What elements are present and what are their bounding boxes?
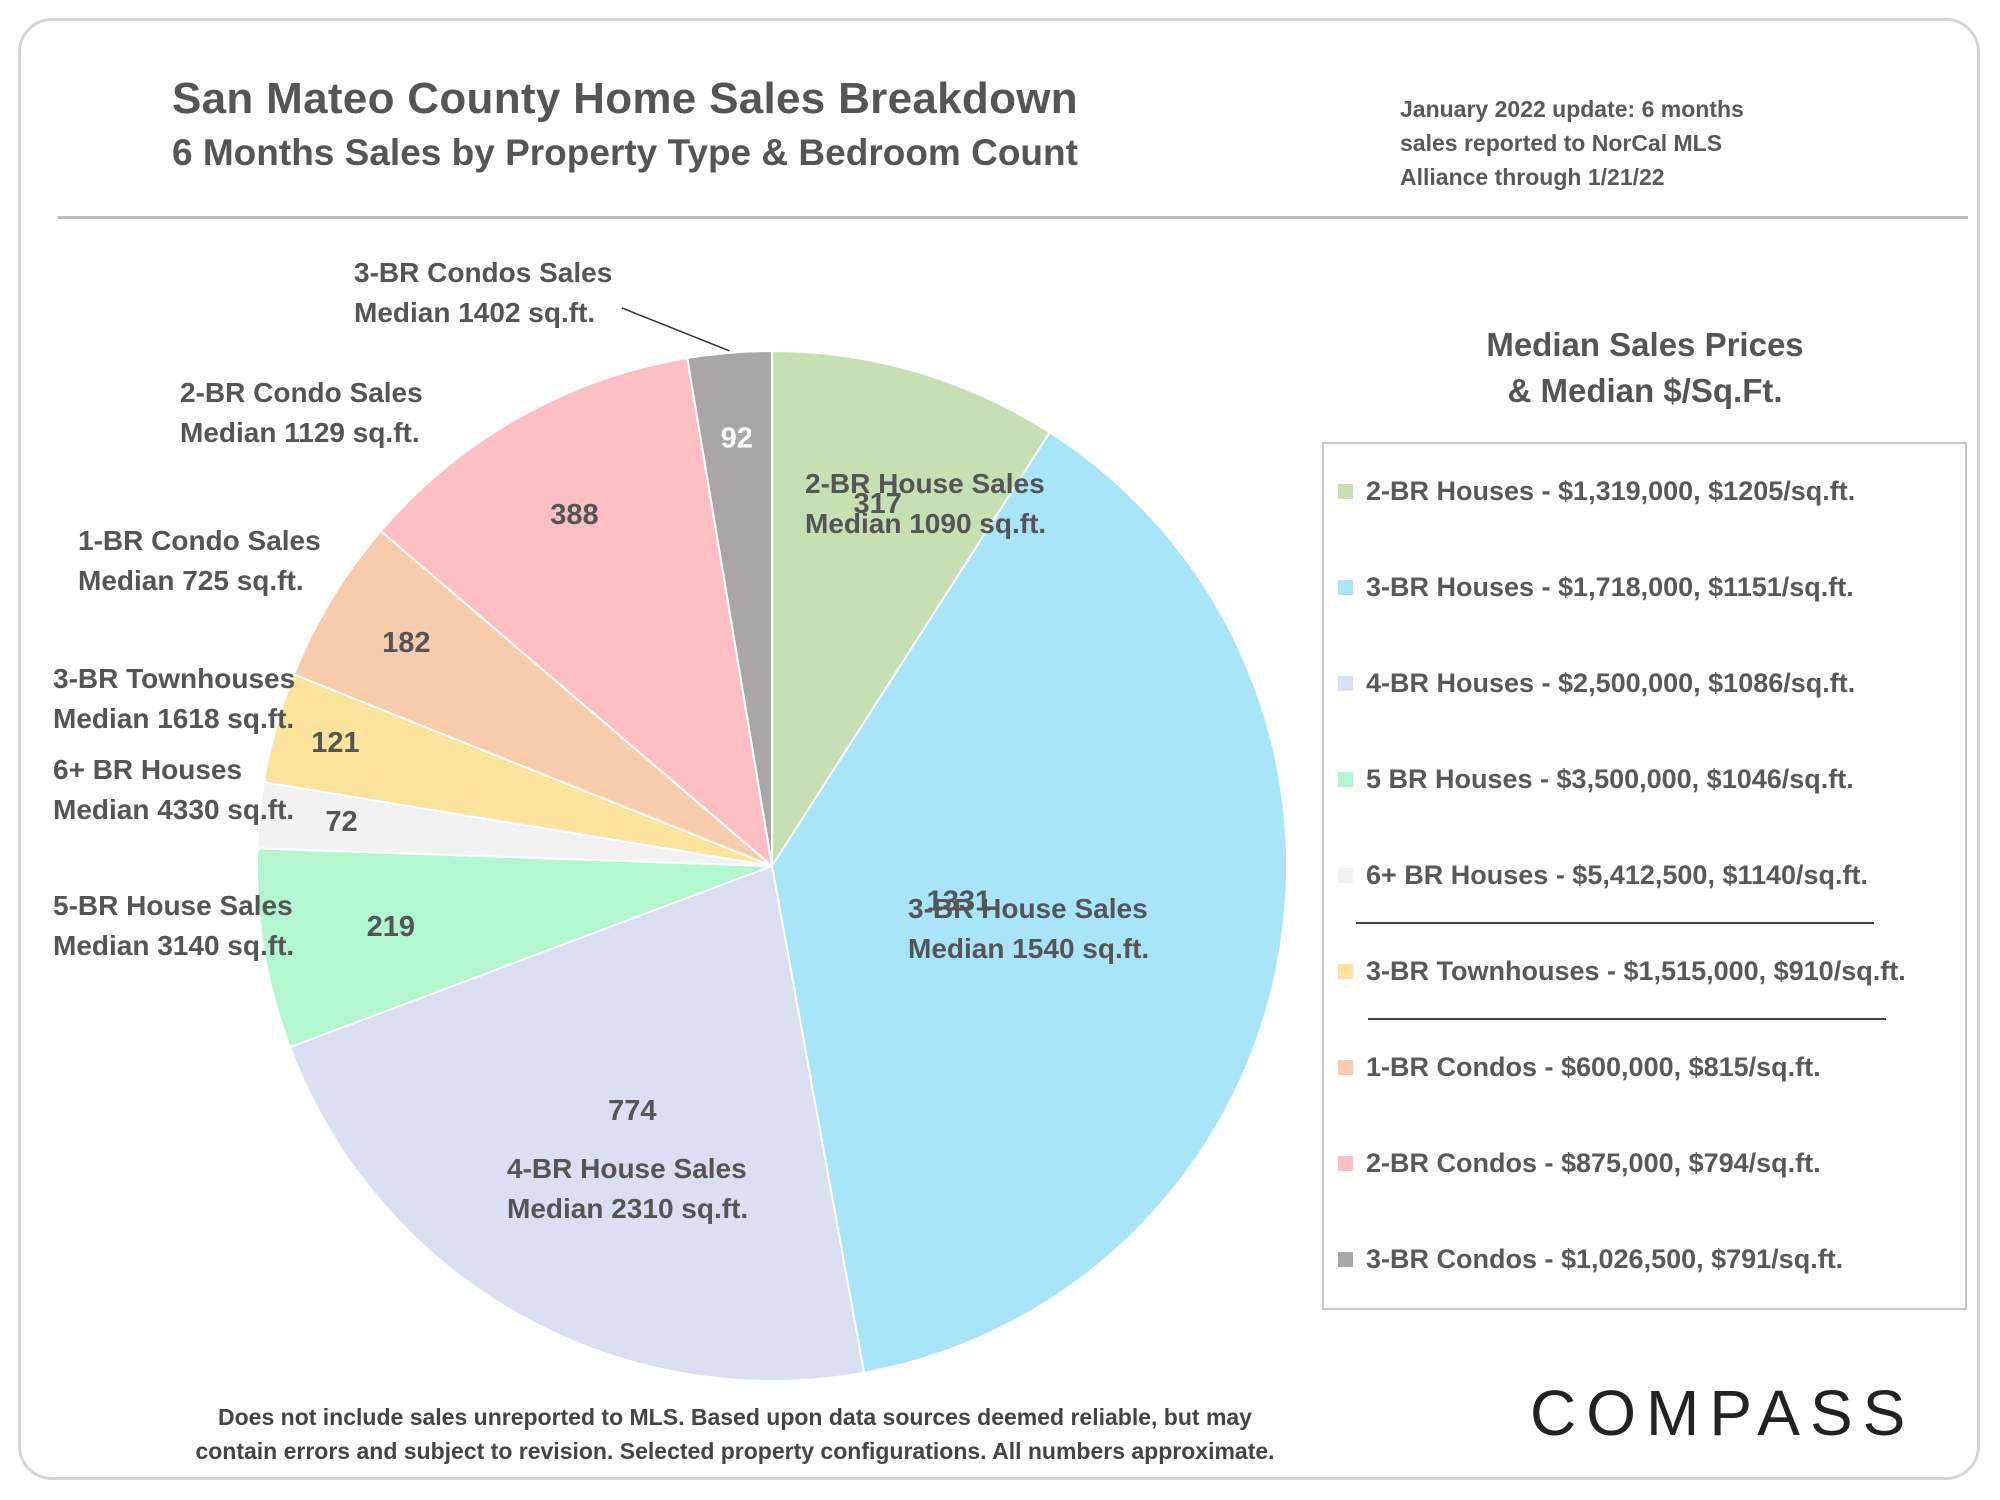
- pie-value-label: 92: [721, 423, 753, 455]
- legend-swatch: [1338, 579, 1353, 595]
- pie-value-label: 121: [311, 727, 359, 759]
- chart-title: San Mateo County Home Sales Breakdown: [172, 74, 1078, 123]
- pie-slice-label: 4-BR House Sales Median 2310 sq.ft.: [507, 1153, 748, 1224]
- pie-slices: [256, 349, 1288, 1382]
- pie-value-label: 774: [608, 1095, 656, 1127]
- legend-label: 5 BR Houses - $3,500,000, $1046/sq.ft.: [1366, 763, 1854, 794]
- pie-value-label: 72: [325, 806, 357, 838]
- legend-swatch: [1338, 771, 1353, 787]
- pie-slice: [256, 847, 773, 1049]
- chart-subtitle: 6 Months Sales by Property Type & Bedroo…: [172, 132, 1078, 173]
- pie-slice-name: 5-BR House Sales: [53, 890, 293, 921]
- pie-slice-name: 2-BR Condo Sales: [180, 377, 423, 408]
- pie-slice-label: 3-BR Townhouses Median 1618 sq.ft.: [53, 663, 295, 734]
- legend-item-3br-condos: 3-BR Condos - $1,026,500, $791/sq.ft.: [1338, 1239, 1843, 1279]
- legend-item-5br-houses: 5 BR Houses - $3,500,000, $1046/sq.ft.: [1338, 759, 1854, 799]
- legend-swatch: [1338, 963, 1353, 979]
- legend-label: 2-BR Houses - $1,319,000, $1205/sq.ft.: [1366, 475, 1856, 506]
- pie-slice: [379, 356, 774, 869]
- pie-slice-name: 1-BR Condo Sales: [78, 525, 321, 556]
- legend-swatch: [1338, 675, 1353, 691]
- footnote: Does not include sales unreported to MLS…: [140, 1400, 1330, 1468]
- legend: 2-BR Houses - $1,319,000, $1205/sq.ft. 3…: [1322, 442, 1967, 1310]
- legend-label: 4-BR Houses - $2,500,000, $1086/sq.ft.: [1366, 667, 1856, 698]
- pie-value-label: 182: [382, 627, 430, 659]
- pie-slice-detail: Median 1540 sq.ft.: [908, 933, 1149, 964]
- pie-slice-name: 2-BR House Sales: [805, 468, 1045, 499]
- pie-slice-detail: Median 725 sq.ft.: [78, 565, 304, 596]
- footnote-line2: contain errors and subject to revision. …: [195, 1438, 1275, 1464]
- pie-slice-detail: Median 1402 sq.ft.: [354, 297, 595, 328]
- pie-slice-labels: 2-BR House Sales Median 1090 sq.ft. 3-BR H…: [53, 257, 1149, 1224]
- pie-slice: [288, 864, 866, 1382]
- header-divider: [58, 216, 1968, 219]
- pie-value-label: 1331: [927, 886, 992, 918]
- pie-slice-name: 3-BR House Sales: [908, 893, 1148, 924]
- legend-heading-line2: & Median $/Sq.Ft.: [1507, 372, 1783, 409]
- pie-value-label: 317: [853, 488, 901, 520]
- pie-value-labels: 317 1331 774 219 72 121 182 388 92: [311, 423, 991, 1127]
- legend-heading: Median Sales Prices & Median $/Sq.Ft.: [1340, 322, 1950, 414]
- leader-line: [621, 307, 730, 352]
- compass-logo: COMPASS: [1530, 1377, 1916, 1449]
- legend-item-3br-townhouses: 3-BR Townhouses - $1,515,000, $910/sq.ft…: [1338, 951, 1906, 991]
- legend-label: 6+ BR Houses - $5,412,500, $1140/sq.ft.: [1366, 859, 1869, 890]
- pie-slice-label: 2-BR Condo Sales Median 1129 sq.ft.: [180, 377, 423, 448]
- pie-slice-detail: Median 3140 sq.ft.: [53, 930, 294, 961]
- legend-item-1br-condos: 1-BR Condos - $600,000, $815/sq.ft.: [1338, 1047, 1821, 1087]
- legend-item-2br-houses: 2-BR Houses - $1,319,000, $1205/sq.ft.: [1338, 471, 1855, 511]
- legend-swatch: [1338, 867, 1353, 883]
- legend-label: 3-BR Condos - $1,026,500, $791/sq.ft.: [1366, 1243, 1844, 1274]
- pie-value-label: 219: [367, 911, 415, 943]
- pie-slice-label: 3-BR Condos Sales Median 1402 sq.ft.: [354, 257, 612, 328]
- pie-slice-name: 3-BR Condos Sales: [354, 257, 612, 288]
- pie-slice: [292, 529, 773, 867]
- legend-item-6br-houses: 6+ BR Houses - $5,412,500, $1140/sq.ft.: [1338, 855, 1868, 895]
- footnote-line1: Does not include sales unreported to MLS…: [218, 1404, 1252, 1430]
- update-note: January 2022 update: 6 months sales repo…: [1400, 96, 1744, 190]
- pie-slice-detail: Median 4330 sq.ft.: [53, 794, 294, 825]
- legend-item-2br-condos: 2-BR Condos - $875,000, $794/sq.ft.: [1338, 1143, 1821, 1183]
- pie-slice: [770, 430, 1288, 1374]
- pie-slice-label: 2-BR House Sales Median 1090 sq.ft.: [805, 468, 1046, 539]
- pie-slice-label: 5-BR House Sales Median 3140 sq.ft.: [53, 890, 294, 961]
- pie-slice-name: 3-BR Townhouses: [53, 663, 295, 694]
- legend-swatch: [1338, 1155, 1353, 1171]
- pie-slice-detail: Median 1090 sq.ft.: [805, 508, 1046, 539]
- legend-heading-line1: Median Sales Prices: [1486, 326, 1804, 363]
- legend-label: 2-BR Condos - $875,000, $794/sq.ft.: [1366, 1147, 1821, 1178]
- pie-slice-label: 3-BR House Sales Median 1540 sq.ft.: [908, 893, 1149, 964]
- legend-swatch: [1338, 1059, 1353, 1075]
- legend-item-4br-houses: 4-BR Houses - $2,500,000, $1086/sq.ft.: [1338, 663, 1855, 703]
- pie-slice-detail: Median 1618 sq.ft.: [53, 703, 294, 734]
- legend-item-3br-houses: 3-BR Houses - $1,718,000, $1151/sq.ft.: [1338, 567, 1854, 607]
- legend-label: 3-BR Townhouses - $1,515,000, $910/sq.ft…: [1366, 955, 1906, 986]
- pie-slice-name: 4-BR House Sales: [507, 1153, 747, 1184]
- legend-separator: [1368, 1018, 1886, 1020]
- pie-slice-detail: Median 1129 sq.ft.: [180, 417, 420, 448]
- pie-slice-name: 6+ BR Houses: [53, 754, 242, 785]
- pie-value-label: 388: [550, 499, 598, 531]
- pie-slice-label: 6+ BR Houses Median 4330 sq.ft.: [53, 754, 294, 825]
- legend-label: 3-BR Houses - $1,718,000, $1151/sq.ft.: [1366, 571, 1854, 602]
- pie-slice: [771, 349, 1052, 870]
- legend-separator: [1356, 922, 1874, 924]
- legend-swatch: [1338, 1251, 1353, 1267]
- pie-slice-label: 1-BR Condo Sales Median 725 sq.ft.: [78, 525, 321, 596]
- pie-slice-detail: Median 2310 sq.ft.: [507, 1193, 748, 1224]
- legend-label: 1-BR Condos - $600,000, $815/sq.ft.: [1366, 1051, 1821, 1082]
- legend-swatch: [1338, 483, 1353, 499]
- pie-slice: [686, 349, 773, 867]
